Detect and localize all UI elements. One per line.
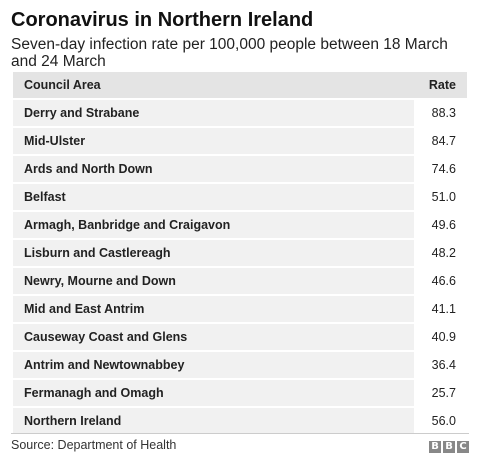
table-row: Derry and Strabane 88.3: [13, 100, 467, 126]
table-row: Causeway Coast and Glens 40.9: [13, 324, 467, 350]
rate-cell: 74.6: [431, 162, 456, 176]
chart-title: Coronavirus in Northern Ireland: [11, 9, 314, 31]
council-area-cell: Mid-Ulster: [24, 134, 86, 148]
council-area-cell: Mid and East Antrim: [24, 302, 145, 316]
table-row: Armagh, Banbridge and Craigavon 49.6: [13, 212, 467, 238]
council-area-cell: Antrim and Newtownabbey: [24, 358, 185, 372]
rate-table: Council Area Rate Derry and Strabane 88.3…: [13, 72, 467, 436]
council-area-cell: Lisburn and Castlereagh: [24, 246, 171, 260]
council-area-cell: Armagh, Banbridge and Craigavon: [24, 218, 231, 232]
column-header-council-area: Council Area: [24, 78, 101, 92]
council-area-cell: Derry and Strabane: [24, 106, 140, 120]
table-row: Mid and East Antrim 41.1: [13, 296, 467, 322]
council-area-cell: Belfast: [24, 190, 66, 204]
council-area-cell: Newry, Mourne and Down: [24, 274, 176, 288]
rate-cell: 51.0: [431, 190, 456, 204]
table-body: Derry and Strabane 88.3 Mid-Ulster 84.7 Ards…: [13, 100, 467, 434]
bbc-logo: B B C: [429, 441, 469, 453]
council-area-cell: Ards and North Down: [24, 162, 153, 176]
table-row: Northern Ireland 56.0: [13, 408, 467, 434]
table-row: Antrim and Newtownabbey 36.4: [13, 352, 467, 378]
table-row: Lisburn and Castlereagh 48.2: [13, 240, 467, 266]
council-area-cell: Northern Ireland: [24, 414, 122, 428]
rate-cell: 41.1: [431, 302, 456, 316]
table-header-row: Council Area Rate: [13, 72, 467, 98]
rate-cell: 40.9: [431, 330, 456, 344]
rate-cell: 36.4: [431, 358, 456, 372]
table-row: Ards and North Down 74.6: [13, 156, 467, 182]
table-row: Newry, Mourne and Down 46.6: [13, 268, 467, 294]
bbc-logo-letter: B: [443, 441, 455, 453]
rate-cell: 48.2: [431, 246, 456, 260]
bbc-logo-letter: B: [429, 441, 441, 453]
source-note: Source: Department of Health: [11, 438, 177, 452]
council-area-cell: Causeway Coast and Glens: [24, 330, 188, 344]
council-area-cell: Fermanagh and Omagh: [24, 386, 164, 400]
rate-cell: 46.6: [431, 274, 456, 288]
table-row: Fermanagh and Omagh 25.7: [13, 380, 467, 406]
column-header-rate: Rate: [428, 78, 456, 92]
rate-cell: 88.3: [431, 106, 456, 120]
rate-cell: 84.7: [431, 134, 456, 148]
table-row: Belfast 51.0: [13, 184, 467, 210]
chart-subtitle: Seven-day infection rate per 100,000 peo…: [11, 36, 448, 70]
table-row: Mid-Ulster 84.7: [13, 128, 467, 154]
rate-cell: 25.7: [431, 386, 456, 400]
bbc-logo-letter: C: [457, 441, 469, 453]
rate-cell: 56.0: [431, 414, 456, 428]
rate-cell: 49.6: [431, 218, 456, 232]
footer-divider: [11, 433, 469, 434]
